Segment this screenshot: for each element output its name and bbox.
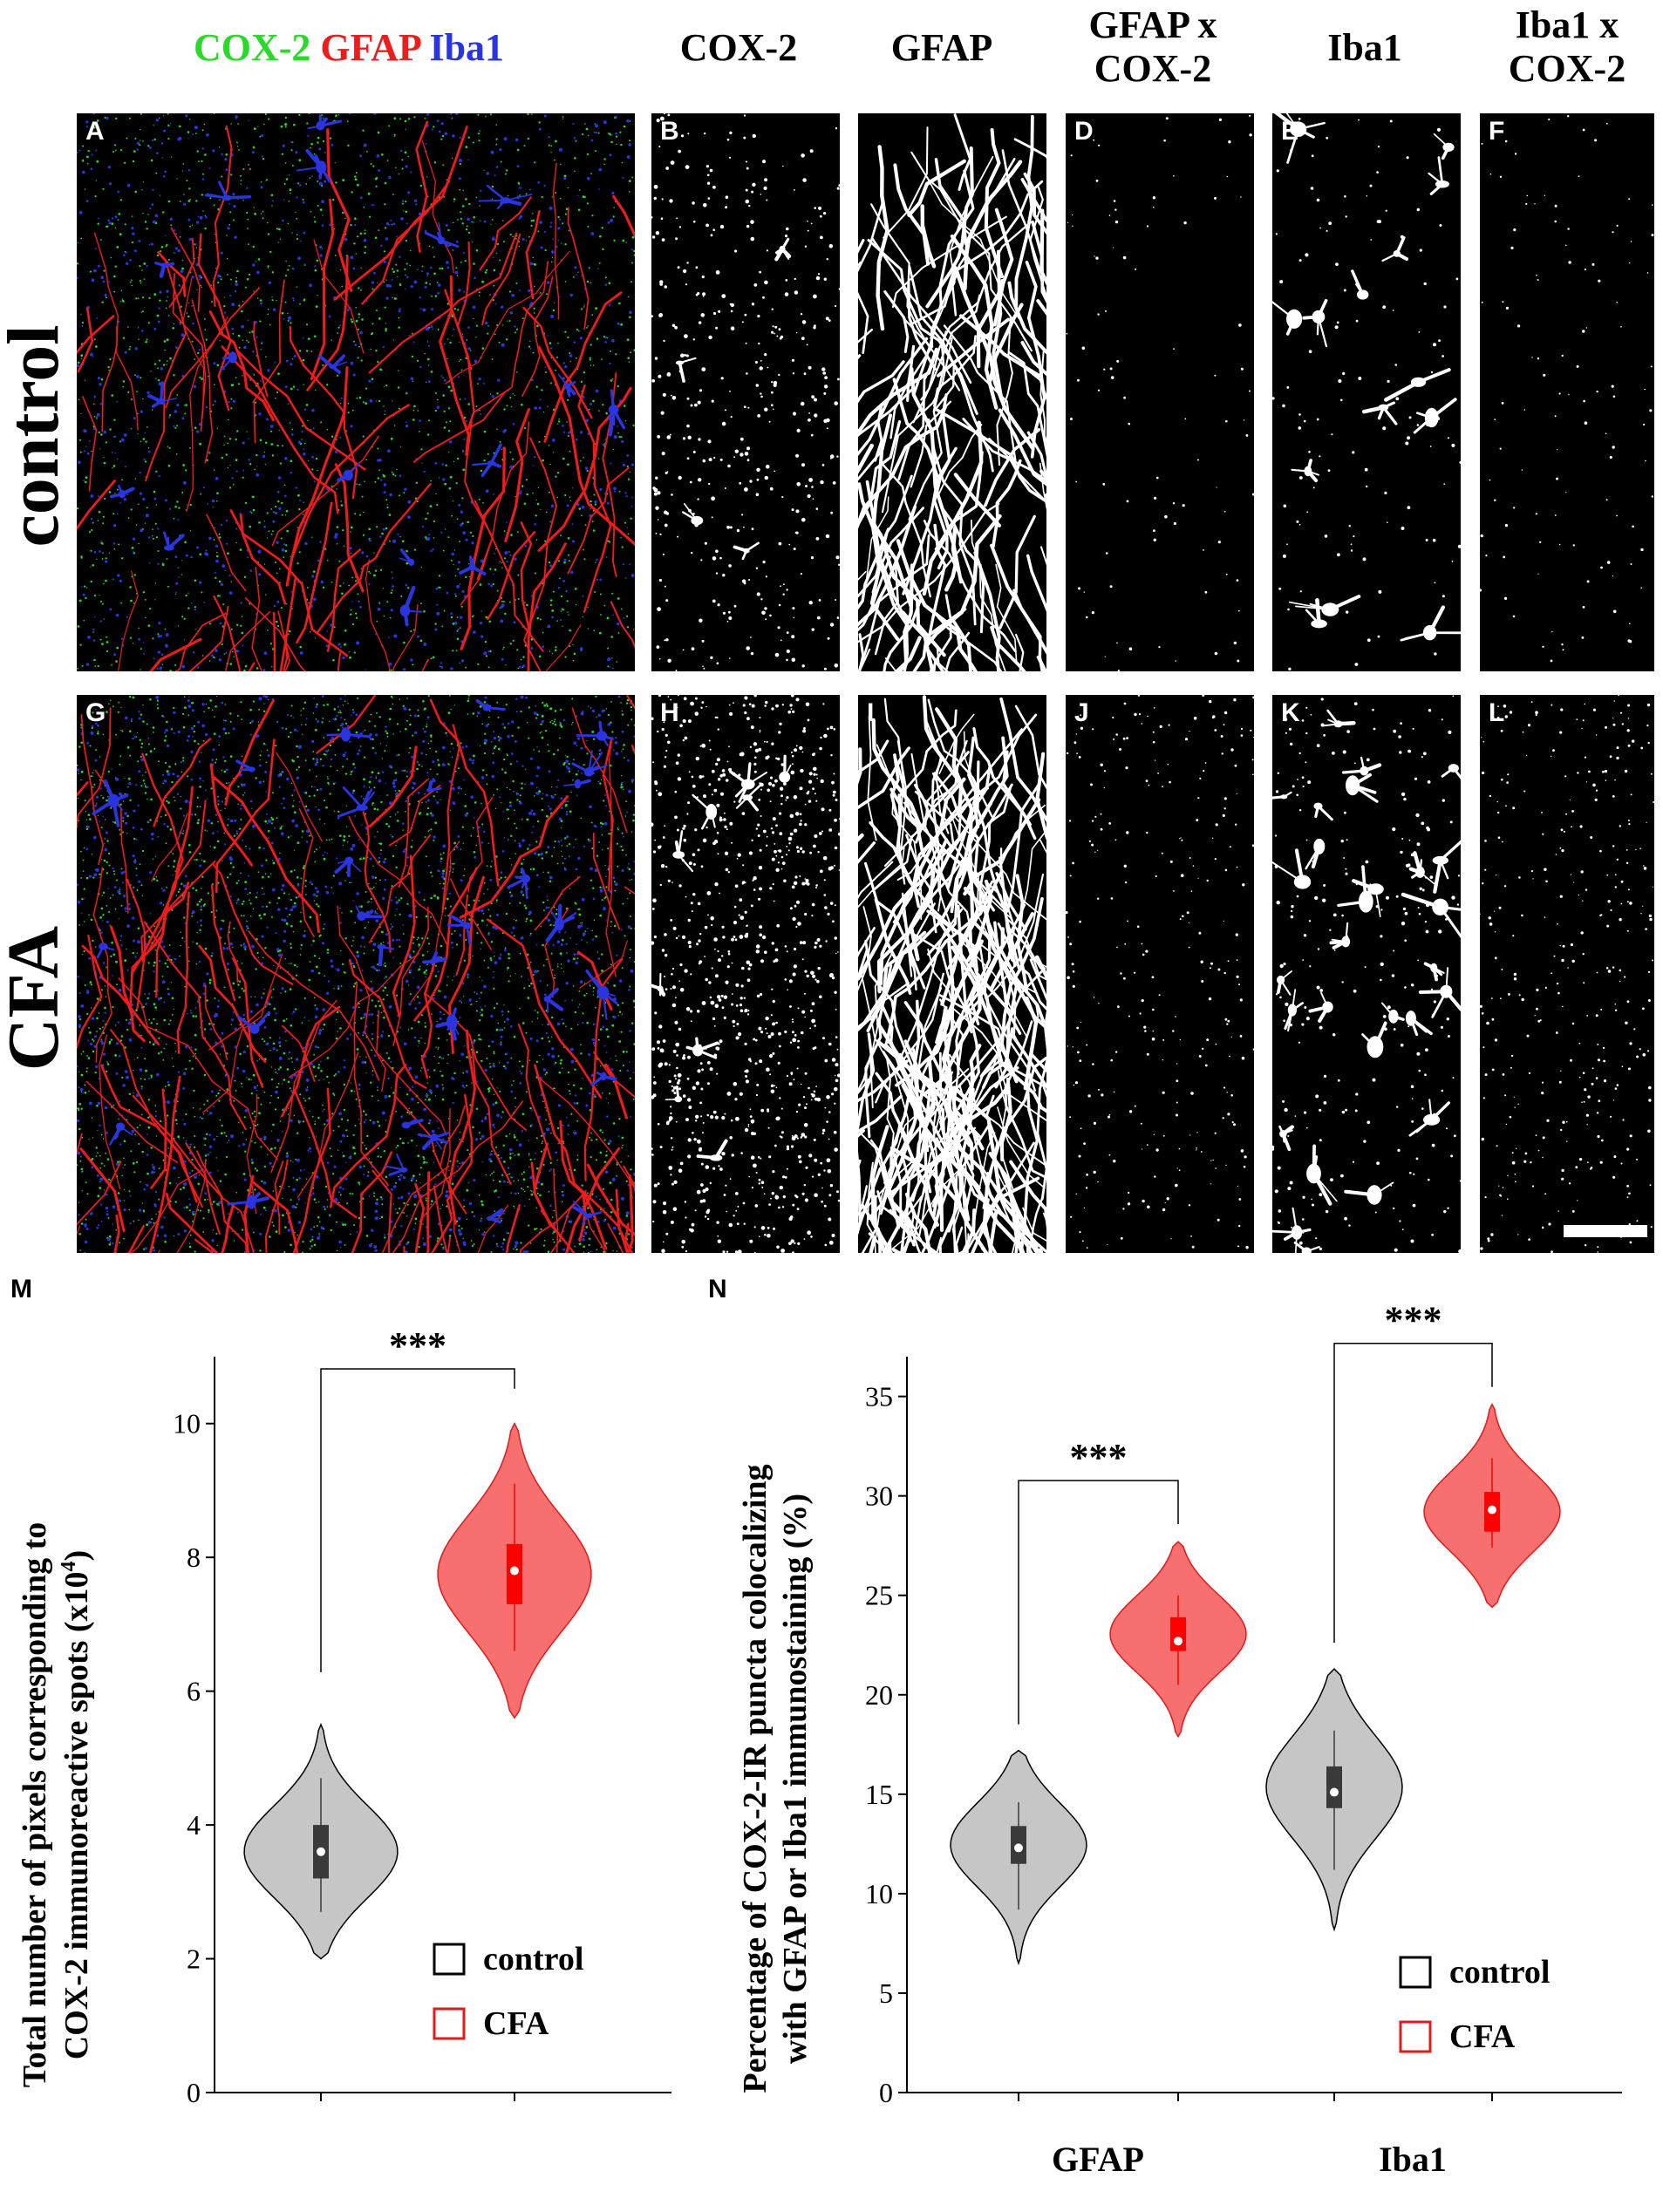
panel-e-iba1-control: E	[1272, 113, 1461, 671]
merge-image-control	[77, 113, 635, 671]
chart-n-gfap-cfa-median	[1174, 1637, 1183, 1646]
chart-m-legend-swatch-control	[433, 1943, 466, 1976]
panel-label-e: E	[1281, 117, 1299, 146]
chart-n-iba1-cfa-median	[1488, 1505, 1496, 1514]
chart-m-y-tick-label: 10	[173, 1408, 201, 1440]
iba1-mask-cfa	[1272, 695, 1461, 1253]
panel-b-cox2-control: B	[651, 113, 840, 671]
chart-m-legend-swatch-cfa	[433, 2007, 466, 2040]
chart-n-y-tick-label: 20	[865, 1679, 893, 1711]
merge-image-cfa	[77, 695, 635, 1253]
column-header-gfap-x-cox2-line1: GFAP x	[1088, 3, 1217, 46]
gfap-cox2-colocalization-control	[1066, 114, 1254, 671]
column-header-gfap: GFAP	[890, 26, 993, 69]
chart-n-y-axis-label-line1: Percentage of COX-2-IR puncta colocalizi…	[737, 1464, 774, 2093]
chart-m-y-tick-label: 0	[187, 2077, 201, 2108]
chart-m-y-tick-label: 8	[187, 1542, 201, 1573]
panel-l-iba1-x-cox2-cfa: L	[1480, 695, 1654, 1253]
iba1-mask-control	[1272, 113, 1461, 670]
column-header-iba1-x-cox2-line2: COX-2	[1508, 47, 1626, 90]
chart-n-gfap-bracket	[1018, 1480, 1179, 1725]
panel-label-j: J	[1074, 698, 1089, 727]
chart-m-bracket	[320, 1368, 515, 1672]
chart-n-y-tick-label: 30	[865, 1480, 893, 1512]
chart-n-legend-swatch-control	[1399, 1956, 1432, 1989]
merge-header-iba1: Iba1	[429, 26, 505, 69]
violin-chart-n: 0 5 10 15 20 25 30 35 GFAP *** Iba1 *** control CFA Pe…	[737, 1299, 1622, 2179]
merge-header-gfap: GFAP	[320, 26, 420, 69]
column-header-iba1-x-cox2: Iba1 x COX-2	[1476, 3, 1659, 91]
column-header-gfap-x-cox2-line2: COX-2	[1094, 47, 1212, 90]
chart-n-y-tick-label: 35	[865, 1381, 893, 1412]
chart-n-legend-label-control: control	[1449, 1954, 1550, 1991]
panel-label-l: L	[1489, 698, 1505, 727]
violin-chart-m: 0 2 4 6 8 10 *** control CFA Total number of pixe…	[17, 1324, 671, 2108]
row-label-cfa: CFA	[0, 925, 74, 1072]
panel-label-g: G	[85, 698, 106, 727]
iba1-cox2-colocalization-cfa	[1480, 695, 1654, 1253]
gfap-cox2-colocalization-cfa	[1066, 695, 1254, 1249]
chart-n-iba1-bracket	[1333, 1342, 1493, 1644]
panel-g-merge-cfa: G	[77, 695, 635, 1253]
panel-label-a: A	[85, 117, 105, 146]
chart-n-gfap-cfa-box	[1170, 1616, 1186, 1651]
iba1-cox2-colocalization-control	[1480, 115, 1654, 663]
panel-label-k: K	[1281, 698, 1300, 727]
chart-m-control-median	[317, 1847, 325, 1856]
column-header-iba1: Iba1	[1327, 26, 1402, 69]
gfap-mask-cfa	[858, 695, 1046, 1253]
panel-h-cox2-cfa: H	[651, 695, 840, 1253]
row-label-control: control	[0, 324, 74, 548]
panel-a-merge-control: A	[77, 113, 635, 671]
chart-m-y-axis-label-line1: Total number of pixels corresponding to	[17, 1522, 53, 2088]
cox2-mask-control	[651, 113, 840, 671]
merge-header-cox2: COX-2	[193, 26, 311, 69]
panel-k-iba1-cfa: K	[1272, 695, 1461, 1253]
chart-n-legend-label-cfa: CFA	[1449, 2018, 1516, 2055]
panel-j-gfap-x-cox2-cfa: J	[1066, 695, 1254, 1253]
chart-n-category-label-iba1: Iba1	[1379, 2140, 1447, 2179]
chart-m-legend-label-cfa: CFA	[483, 2005, 549, 2042]
chart-m-y-tick-label: 4	[187, 1809, 201, 1841]
chart-n-y-tick-label: 5	[879, 1977, 893, 2009]
chart-n-y-tick-label: 10	[865, 1878, 893, 1909]
chart-m-y-axis-label-line2: COX-2 immunoreactive spots (x104)	[58, 1550, 95, 2059]
chart-n-category-label-gfap: GFAP	[1052, 2140, 1144, 2179]
chart-m-y-tick-label: 6	[187, 1676, 201, 1707]
chart-n-iba1-significance: ***	[1385, 1299, 1442, 1342]
chart-n-iba1-control-box	[1326, 1766, 1342, 1808]
merge-header: COX-2 GFAP Iba1	[131, 26, 567, 70]
scale-bar	[1564, 1225, 1647, 1237]
chart-m-y-tick-label: 2	[187, 1943, 201, 1975]
panel-label-i: I	[867, 698, 875, 727]
panel-label-b: B	[660, 117, 679, 146]
panel-c-gfap-control	[858, 113, 1046, 671]
chart-n-y-tick-label: 15	[865, 1779, 893, 1810]
panel-label-d: D	[1074, 117, 1094, 146]
panel-label-h: H	[660, 698, 679, 727]
panel-i-gfap-cfa: I	[858, 695, 1046, 1253]
graph-label-n: N	[708, 1275, 727, 1303]
chart-n-gfap-significance: ***	[1070, 1436, 1128, 1479]
panel-label-f: F	[1489, 117, 1505, 146]
column-header-gfap-x-cox2: GFAP x COX-2	[1061, 3, 1244, 91]
panel-d-gfap-x-cox2-control: D	[1066, 113, 1254, 671]
column-header-iba1-x-cox2-line1: Iba1 x	[1515, 3, 1619, 46]
cox2-mask-cfa	[651, 695, 840, 1253]
gfap-mask-control	[858, 113, 1046, 671]
chart-n-gfap-control-median	[1014, 1843, 1023, 1853]
chart-n-y-tick-label: 25	[865, 1580, 893, 1611]
chart-m-cfa-median	[510, 1566, 519, 1576]
chart-m-legend-label-control: control	[483, 1941, 583, 1977]
graph-label-m: M	[10, 1275, 32, 1303]
chart-m-significance: ***	[389, 1324, 446, 1367]
panel-f-iba1-x-cox2-control: F	[1480, 113, 1654, 671]
chart-n-y-tick-label: 0	[879, 2077, 893, 2108]
chart-n-iba1-control-median	[1330, 1787, 1339, 1797]
chart-n-legend-swatch-cfa	[1399, 2020, 1432, 2053]
column-header-cox2: COX-2	[679, 26, 798, 69]
chart-n-y-axis-label-line2: with GFAP or Iba1 immunostaining (%)	[777, 1494, 814, 2064]
